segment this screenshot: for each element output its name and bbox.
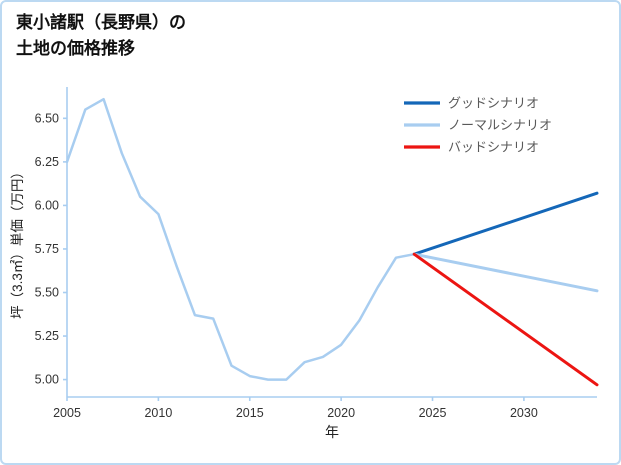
- page-title-line2: 土地の価格推移: [16, 39, 135, 58]
- y-tick-label: 5.00: [35, 373, 59, 387]
- page-title-line1: 東小諸駅（長野県）の: [16, 13, 186, 32]
- x-axis-title: 年: [325, 424, 339, 440]
- series-history: [65, 97, 416, 381]
- legend-label-bad: バッドシナリオ: [448, 140, 539, 155]
- x-tick-label: 2015: [236, 406, 264, 420]
- y-tick-label: 5.75: [35, 242, 59, 256]
- y-tick-label: 6.00: [35, 198, 59, 212]
- x-tick-label: 2025: [419, 406, 447, 420]
- series-good-scenario: [412, 191, 599, 256]
- y-tick-label: 6.50: [35, 111, 59, 125]
- series-normal-scenario: [412, 252, 599, 293]
- x-tick-label: 2020: [327, 406, 355, 420]
- y-tick-label: 5.25: [35, 329, 59, 343]
- y-axis-title: 坪（3.3㎡）単価（万円）: [10, 165, 25, 319]
- series-bad-scenario: [412, 252, 599, 387]
- x-tick-label: 2005: [53, 406, 81, 420]
- y-tick-label: 5.50: [35, 286, 59, 300]
- y-tick-label: 6.25: [35, 155, 59, 169]
- legend-label-normal: ノーマルシナリオ: [448, 118, 552, 133]
- x-tick-label: 2030: [510, 406, 538, 420]
- page-title: 東小諸駅（長野県）の 土地の価格推移: [16, 10, 186, 62]
- legend-label-good: グッドシナリオ: [448, 96, 539, 111]
- x-tick-label: 2010: [144, 406, 172, 420]
